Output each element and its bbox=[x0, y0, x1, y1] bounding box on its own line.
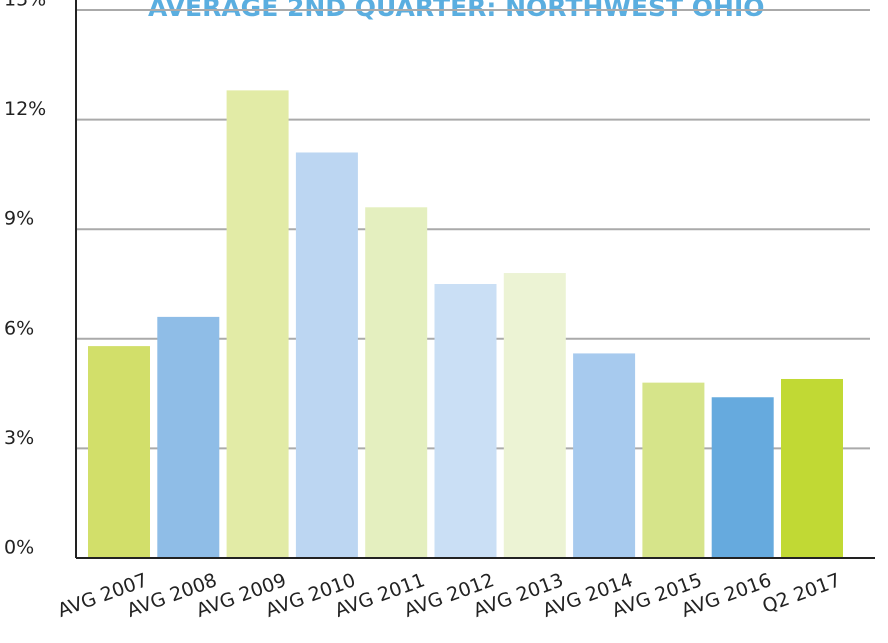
bar bbox=[503, 273, 566, 558]
bar bbox=[157, 316, 220, 558]
bar bbox=[711, 397, 774, 558]
bar bbox=[781, 378, 843, 558]
bar bbox=[573, 353, 636, 558]
bar bbox=[434, 284, 497, 558]
y-tick-label: 9% bbox=[4, 208, 34, 230]
y-tick-label: 6% bbox=[4, 317, 34, 339]
bar bbox=[88, 346, 150, 558]
y-tick-label: 15% bbox=[4, 0, 46, 11]
y-tick-label: 12% bbox=[4, 98, 46, 120]
bar bbox=[226, 90, 289, 558]
x-tick-label: Q2 2017 bbox=[760, 569, 844, 618]
y-tick-label: 3% bbox=[4, 427, 34, 449]
y-tick-label: 0% bbox=[4, 537, 34, 559]
bar bbox=[642, 382, 705, 558]
bar bbox=[365, 207, 428, 558]
bar bbox=[295, 152, 358, 559]
